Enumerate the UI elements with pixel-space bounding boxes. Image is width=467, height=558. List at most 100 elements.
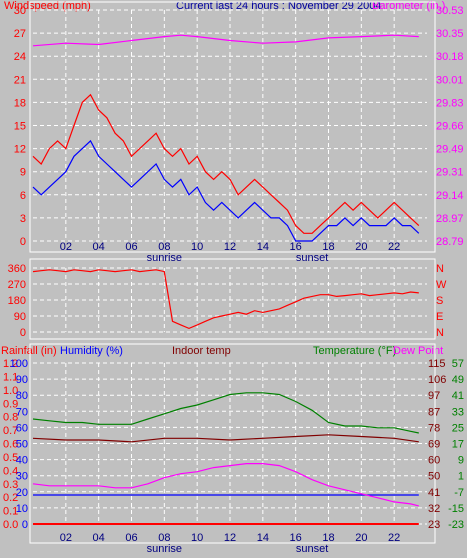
humidity-tick-label: 20 bbox=[16, 487, 28, 499]
x-tick-label: 10 bbox=[191, 241, 203, 253]
x-tick-label: 18 bbox=[322, 241, 334, 253]
humidity-tick-label: 70 bbox=[16, 406, 28, 418]
windspeed-axis-title: Windspeed (mph) bbox=[4, 0, 91, 12]
dewpoint-tick-label: 17 bbox=[452, 439, 464, 451]
x-tick-label: 22 bbox=[388, 532, 400, 544]
x-tick-label: 16 bbox=[290, 532, 302, 544]
windspeed-series bbox=[32, 93, 420, 234]
x-tick-label: 02 bbox=[60, 532, 72, 544]
panel-frame bbox=[29, 1, 436, 253]
windspeed-tick-label: 18 bbox=[14, 97, 26, 109]
windspeed-tick-label: 6 bbox=[20, 190, 26, 202]
direction-tick-label: 270 bbox=[8, 279, 26, 291]
temperature-tick-label: 23 bbox=[428, 519, 440, 531]
rainfall-tick-label: 0.8 bbox=[3, 412, 18, 424]
dewpoint-series bbox=[32, 463, 419, 507]
x-tick-label: 12 bbox=[224, 241, 236, 253]
chart-title: Current last 24 hours : November 29 2004 bbox=[176, 0, 382, 12]
windspeed-tick-label: 3 bbox=[20, 213, 26, 225]
sunrise-label: sunrise bbox=[147, 252, 182, 264]
barometer-tick-label: 29.83 bbox=[436, 97, 464, 109]
barometer-tick-label: 29.31 bbox=[436, 167, 464, 179]
windspeed-tick-label: 12 bbox=[14, 144, 26, 156]
direction-tick-label: 180 bbox=[8, 295, 26, 307]
dewpoint-tick-label: 49 bbox=[452, 374, 464, 386]
temperature-tick-label: 41 bbox=[428, 487, 440, 499]
temperature-tick-label: 106 bbox=[428, 374, 446, 386]
temperature-tick-label: 50 bbox=[428, 471, 440, 483]
x-tick-label: 02 bbox=[60, 241, 72, 253]
dewpoint-axis-title: Dew Point bbox=[393, 345, 444, 357]
dewpoint-tick-label: 57 bbox=[452, 358, 464, 370]
temperature-series bbox=[32, 392, 419, 434]
dewpoint-tick-label: -15 bbox=[448, 503, 464, 515]
temperature-axis-title: Temperature (°F) bbox=[313, 345, 397, 357]
dewpoint-tick-label: 25 bbox=[452, 422, 464, 434]
barometer-tick-label: 30.01 bbox=[436, 74, 464, 86]
rainfall-tick-label: 0.5 bbox=[3, 452, 18, 464]
humidity-tick-label: 50 bbox=[16, 439, 28, 451]
humidity-tick-label: 60 bbox=[16, 422, 28, 434]
x-tick-label: 06 bbox=[125, 241, 137, 253]
humidity-tick-label: 0 bbox=[22, 519, 28, 531]
x-tick-label: 22 bbox=[388, 241, 400, 253]
rainfall-tick-label: 0.0 bbox=[3, 519, 18, 531]
barometer-tick-label: 30.53 bbox=[436, 5, 464, 17]
x-tick-label: 14 bbox=[257, 241, 269, 253]
barometer-tick-label: 30.35 bbox=[436, 28, 464, 40]
x-tick-label: 10 bbox=[191, 532, 203, 544]
dewpoint-tick-label: 41 bbox=[452, 390, 464, 402]
rainfall-tick-label: 1.2 bbox=[3, 358, 18, 370]
compass-tick-label: S bbox=[436, 295, 443, 307]
temperature-tick-label: 69 bbox=[428, 439, 440, 451]
dewpoint-tick-label: 9 bbox=[458, 455, 464, 467]
sunset-label: sunset bbox=[296, 252, 328, 264]
windspeed-tick-label: 9 bbox=[20, 167, 26, 179]
windspeed-tick-label: 21 bbox=[14, 74, 26, 86]
barometer-tick-label: 28.79 bbox=[436, 236, 464, 248]
temperature-tick-label: 78 bbox=[428, 422, 440, 434]
windspeed-tick-label: 27 bbox=[14, 28, 26, 40]
panel-frame bbox=[29, 258, 436, 340]
dewpoint-tick-label: -7 bbox=[454, 487, 464, 499]
x-tick-label: 20 bbox=[355, 532, 367, 544]
temperature-tick-label: 97 bbox=[428, 390, 440, 402]
compass-tick-label: W bbox=[436, 279, 447, 291]
rainfall-tick-label: 0.2 bbox=[3, 492, 18, 504]
rainfall-tick-label: 0.1 bbox=[3, 506, 18, 518]
barometer-tick-label: 29.49 bbox=[436, 144, 464, 156]
compass-tick-label: N bbox=[436, 263, 444, 275]
rainfall-axis-title: Rainfall (in) bbox=[1, 345, 57, 357]
humidity-tick-label: 80 bbox=[16, 390, 28, 402]
sunrise-label: sunrise bbox=[147, 543, 182, 555]
humidity-tick-label: 100 bbox=[10, 358, 28, 370]
dewpoint-tick-label: -23 bbox=[448, 519, 464, 531]
windspeed-tick-label: 15 bbox=[14, 121, 26, 133]
indoor-temp-title: Indoor temp bbox=[172, 345, 231, 357]
humidity-tick-label: 10 bbox=[16, 503, 28, 515]
temperature-tick-label: 87 bbox=[428, 406, 440, 418]
compass-tick-label: E bbox=[436, 311, 443, 323]
barometer-tick-label: 29.14 bbox=[436, 190, 464, 202]
direction-tick-label: 0 bbox=[20, 327, 26, 339]
indoor-temp-series bbox=[32, 434, 419, 443]
compass-tick-label: N bbox=[436, 327, 444, 339]
barometer-series bbox=[32, 34, 419, 47]
x-tick-label: 14 bbox=[257, 532, 269, 544]
rainfall-tick-label: 0.6 bbox=[3, 439, 18, 451]
windspeed-tick-label: 30 bbox=[14, 5, 26, 17]
rainfall-tick-label: 0.4 bbox=[3, 465, 18, 477]
panel-frame bbox=[29, 343, 436, 544]
x-tick-label: 18 bbox=[322, 532, 334, 544]
humidity-tick-label: 40 bbox=[16, 455, 28, 467]
windspeed-tick-label: 0 bbox=[20, 236, 26, 248]
x-tick-label: 20 bbox=[355, 241, 367, 253]
barometer-tick-label: 30.18 bbox=[436, 51, 464, 63]
dewpoint-tick-label: 1 bbox=[458, 471, 464, 483]
barometer-axis-title: Barometer (in.) bbox=[372, 0, 446, 12]
x-tick-label: 06 bbox=[125, 532, 137, 544]
rainfall-tick-label: 0.9 bbox=[3, 398, 18, 410]
humidity-tick-label: 30 bbox=[16, 471, 28, 483]
